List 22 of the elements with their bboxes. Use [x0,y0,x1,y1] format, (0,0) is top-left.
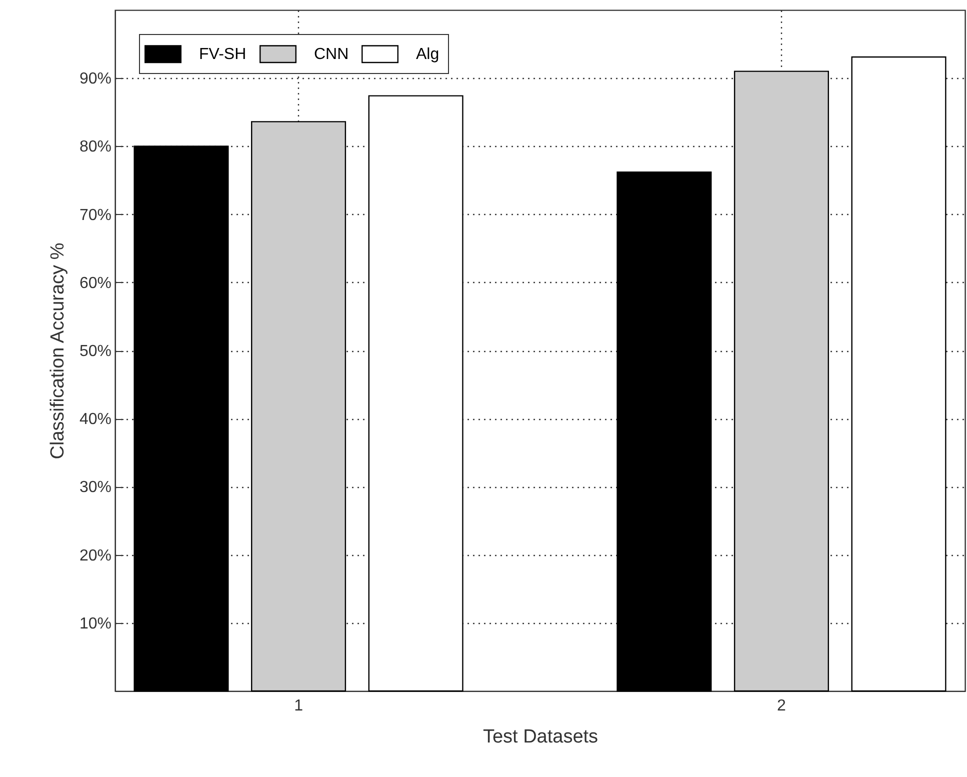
x-axis-title: Test Datasets [482,726,598,748]
bar [734,70,829,692]
y-tick-label: 50% [79,343,112,360]
y-tick-label: 60% [79,274,112,292]
bar [134,146,229,692]
y-tick-label: 80% [79,138,112,156]
y-tick-label: 70% [79,206,112,224]
y-tick-label: 30% [79,479,112,496]
legend-label: CNN [314,46,349,64]
legend-label: FV-SH [199,46,246,64]
y-tick-label: 90% [79,70,112,88]
x-tick-label: 1 [294,698,304,714]
y-axis-title: Classification Accuracy % [47,242,68,460]
y-tick-label: 40% [79,411,112,428]
y-tick-label: 10% [79,615,112,632]
x-tick-label: 2 [777,698,786,714]
bar [251,121,346,692]
legend-label: Alg [416,46,440,64]
bar [368,95,464,692]
bar [616,171,712,692]
y-tick-label: 20% [79,547,112,564]
bar [851,56,946,692]
